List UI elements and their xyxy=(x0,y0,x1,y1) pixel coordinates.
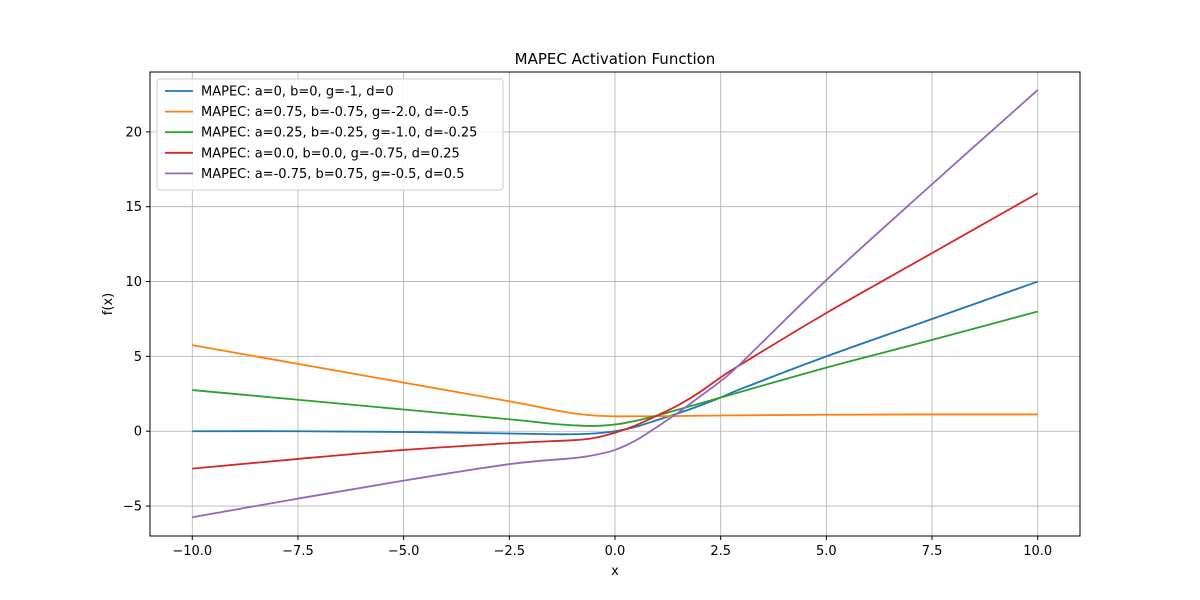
y-tick-label: 20 xyxy=(125,125,142,140)
plot-lines xyxy=(192,89,1039,519)
x-tick-label: 7.5 xyxy=(922,544,943,559)
series-line-5 xyxy=(192,89,1039,519)
y-axis-ticks: −5 0 5 10 15 20 xyxy=(123,125,150,515)
y-tick-label: 15 xyxy=(125,200,142,215)
y-tick-label: 10 xyxy=(125,275,142,290)
series-line-2 xyxy=(192,344,1038,418)
y-tick-label: 0 xyxy=(134,425,142,440)
y-axis-label: f(x) xyxy=(101,293,116,315)
legend-label: MAPEC: a=0.0, b=0.0, g=-0.75, d=0.25 xyxy=(201,146,460,161)
legend-label: MAPEC: a=0.25, b=-0.25, g=-1.0, d=-0.25 xyxy=(201,126,477,141)
legend-label: MAPEC: a=-0.75, b=0.75, g=-0.5, d=0.5 xyxy=(201,167,464,182)
x-tick-label: 0.0 xyxy=(605,544,626,559)
legend-label: MAPEC: a=0.75, b=-0.75, g=-2.0, d=-0.5 xyxy=(201,105,469,120)
legend-label: MAPEC: a=0, b=0, g=-1, d=0 xyxy=(201,85,394,100)
chart-title: MAPEC Activation Function xyxy=(515,50,716,68)
x-tick-label: −5.0 xyxy=(388,544,420,559)
legend: MAPEC: a=0, b=0, g=-1, d=0 MAPEC: a=0.75,… xyxy=(156,78,504,191)
x-axis-label: x xyxy=(611,564,619,579)
x-tick-label: −2.5 xyxy=(494,544,526,559)
y-tick-label: 5 xyxy=(134,350,142,365)
x-axis-ticks: −10.0 −7.5 −5.0 −2.5 0.0 2.5 5.0 7.5 10.0 xyxy=(172,536,1052,559)
x-tick-label: 2.5 xyxy=(710,544,731,559)
series-line-4 xyxy=(192,192,1039,470)
x-tick-label: 10.0 xyxy=(1023,544,1052,559)
series-line-1 xyxy=(192,280,1039,436)
x-tick-label: −10.0 xyxy=(172,544,212,559)
legend-box xyxy=(156,78,504,191)
series-line-3 xyxy=(192,310,1038,427)
y-tick-label: −5 xyxy=(123,500,142,515)
x-tick-label: 5.0 xyxy=(816,544,837,559)
x-tick-label: −7.5 xyxy=(282,544,314,559)
